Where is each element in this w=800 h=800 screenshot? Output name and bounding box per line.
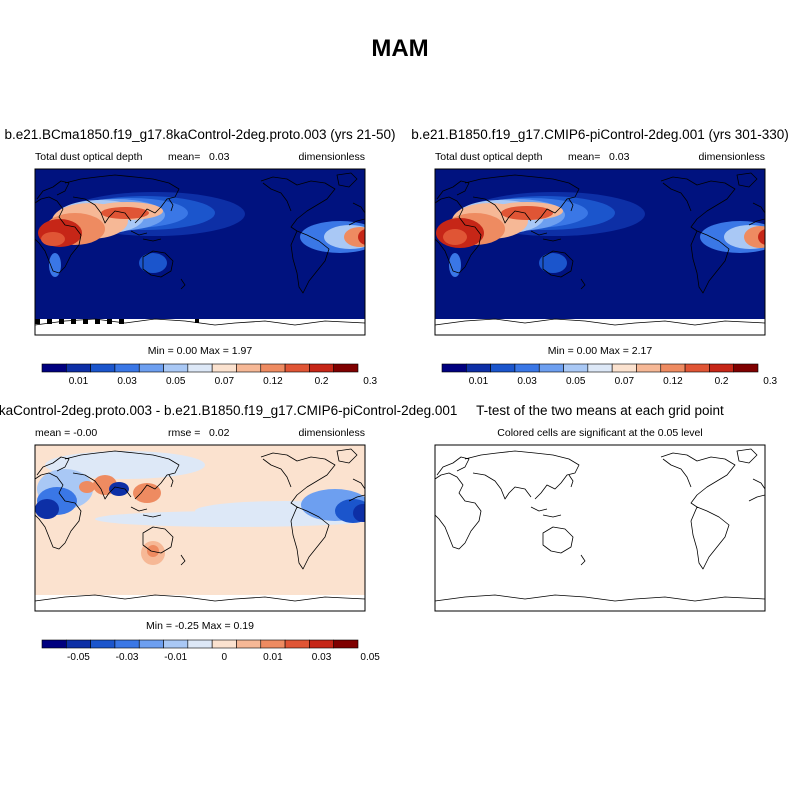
colorbar-cell [114,363,140,373]
colorbar-tick-label: 0.05 [360,652,380,663]
colorbar-cell [333,639,359,649]
panel-bottom-right: T-test of the two means at each grid poi… [434,403,766,612]
colorbar-cell [611,363,637,373]
colorbar-cell [211,363,237,373]
panel-a-map [35,169,365,335]
colorbar-cell [466,363,491,373]
colorbar-cell [163,363,189,373]
panel-d-map [435,445,765,611]
panel-a-variable-label: Total dust optical depth [35,151,143,163]
panel-d-title: T-test of the two means at each grid poi… [476,403,724,418]
colorbar-cell [138,639,164,649]
colorbar-cell [41,639,67,649]
panel-a-mean-label: mean= [168,151,200,163]
colorbar-cell [138,363,164,373]
colorbar-tick-label: 0.03 [517,376,537,387]
colorbar-cell [236,639,262,649]
colorbar-cell [490,363,516,373]
colorbar-tick-label: 0.01 [69,376,89,387]
panel-c-rmse-value: 0.02 [209,427,230,439]
colorbar-cell [90,639,116,649]
colorbar-tick-label: 0.07 [215,376,235,387]
colorbar-cell [636,363,662,373]
colorbar-cell [309,639,334,649]
colorbar-tick-label: 0.3 [763,376,777,387]
colorbar-cell [66,639,91,649]
colorbar-cell [211,639,237,649]
colorbar-tick-label: 0.03 [117,376,137,387]
panel-c-rmse-label: rmse = [168,427,200,439]
colorbar-tick-label: 0.2 [315,376,329,387]
colorbar-cell [684,363,710,373]
colorbar-cell [563,363,589,373]
panel-d-subtitle: Colored cells are significant at the 0.0… [497,427,702,439]
colorbar-tick-label: 0.12 [263,376,283,387]
colorbar-tick-label: -0.05 [67,652,90,663]
colorbar-cell [709,363,734,373]
colorbar-cell [114,639,140,649]
panel-b-variable-label: Total dust optical depth [435,151,543,163]
colorbar-cell [187,363,213,373]
colorbar-cell [587,363,613,373]
panel-b-case-title: b.e21.B1850.f19_g17.CMIP6-piControl-2deg… [411,127,789,142]
colorbar-tick-label: 0.12 [663,376,683,387]
panel-b-mean-label: mean= [568,151,600,163]
panel-a-colorbar: 0.01 0.03 0.05 0.07 0.12 0.2 0.3 [41,363,378,387]
colorbar-cell [260,639,286,649]
colorbar-cell [333,363,359,373]
panel-bottom-left: 19_g17.8kaControl-2deg.proto.003 - b.e21… [0,403,457,663]
figure-title: MAM [371,35,428,62]
colorbar-cell [514,363,540,373]
colorbar-cell [284,363,310,373]
panel-top-right: b.e21.B1850.f19_g17.CMIP6-piControl-2deg… [411,127,789,387]
colorbar-cell [187,639,213,649]
colorbar-tick-label: 0.05 [566,376,586,387]
colorbar-cell [90,363,116,373]
colorbar-tick-label: 0.01 [263,652,283,663]
colorbar-tick-label: 0.01 [469,376,489,387]
colorbar-tick-label: 0.3 [363,376,377,387]
panel-b-minmax: Min = 0.00 Max = 2.17 [548,345,653,357]
panel-c-colorbar: -0.05 -0.03 -0.01 0 0.01 0.03 0.05 [41,639,380,663]
colorbar-cell [309,363,334,373]
colorbar-cell [41,363,67,373]
colorbar-tick-label: 0.07 [615,376,635,387]
colorbar-cell [236,363,262,373]
panel-c-units: dimensionless [298,427,365,439]
panel-a-units: dimensionless [298,151,365,163]
colorbar-tick-label: 0 [222,652,228,663]
panel-b-units: dimensionless [698,151,765,163]
panel-c-minmax: Min = -0.25 Max = 0.19 [146,620,254,632]
panel-a-mean-value: 0.03 [209,151,230,163]
panel-b-map [435,169,765,335]
colorbar-cell [66,363,91,373]
panel-a-minmax: Min = 0.00 Max = 1.97 [148,345,253,357]
panel-c-case-title: 19_g17.8kaControl-2deg.proto.003 - b.e21… [0,403,457,418]
panel-top-left: b.e21.BCma1850.f19_g17.8kaControl-2deg.p… [5,127,396,387]
colorbar-cell [441,363,467,373]
colorbar-tick-label: 0.05 [166,376,186,387]
colorbar-cell [660,363,686,373]
colorbar-cell [260,363,286,373]
colorbar-cell [163,639,189,649]
panel-c-map [35,445,365,611]
colorbar-cell [284,639,310,649]
colorbar-tick-label: -0.01 [164,652,187,663]
colorbar-tick-label: -0.03 [116,652,139,663]
panel-b-colorbar: 0.01 0.03 0.05 0.07 0.12 0.2 0.3 [441,363,778,387]
panel-c-mean-label: mean = -0.00 [35,427,97,439]
colorbar-tick-label: 0.03 [312,652,332,663]
colorbar-cell [538,363,564,373]
panel-a-case-title: b.e21.BCma1850.f19_g17.8kaControl-2deg.p… [5,127,396,142]
colorbar-cell [733,363,759,373]
colorbar-tick-label: 0.2 [715,376,729,387]
panel-b-mean-value: 0.03 [609,151,630,163]
